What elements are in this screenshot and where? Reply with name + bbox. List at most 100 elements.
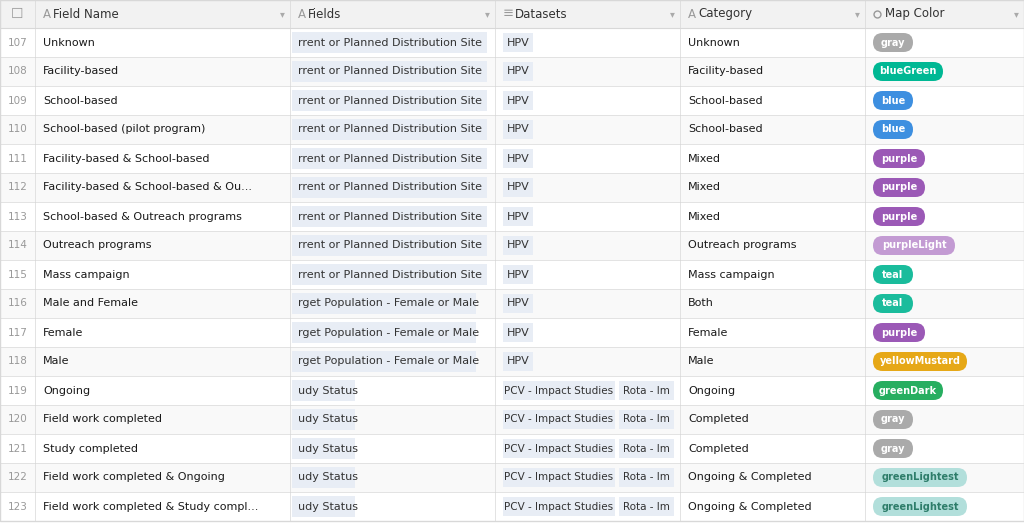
Bar <box>292 496 355 517</box>
Bar <box>292 293 476 314</box>
FancyBboxPatch shape <box>873 323 925 342</box>
Text: udy Status: udy Status <box>298 414 358 425</box>
Bar <box>292 438 355 459</box>
Bar <box>0 0 1024 28</box>
Text: rget Population - Female or Male: rget Population - Female or Male <box>298 328 479 337</box>
Bar <box>503 468 615 487</box>
Text: teal: teal <box>883 298 903 309</box>
Bar <box>0 86 1024 115</box>
Text: Rota - Im: Rota - Im <box>623 472 670 483</box>
Text: HPV: HPV <box>507 298 529 309</box>
Bar <box>618 410 674 429</box>
Text: yellowMustard: yellowMustard <box>880 356 961 367</box>
Bar <box>503 381 615 400</box>
Bar <box>292 380 355 401</box>
Bar <box>503 294 534 313</box>
Text: gray: gray <box>881 414 905 425</box>
Bar <box>618 439 674 458</box>
Text: Completed: Completed <box>688 414 749 425</box>
Bar <box>0 57 1024 86</box>
Text: HPV: HPV <box>507 270 529 279</box>
Text: A: A <box>688 7 696 21</box>
Bar <box>292 90 487 111</box>
FancyBboxPatch shape <box>873 294 913 313</box>
Text: Field work completed: Field work completed <box>43 414 162 425</box>
Bar <box>292 322 476 343</box>
Text: Mixed: Mixed <box>688 154 721 163</box>
FancyBboxPatch shape <box>873 178 925 197</box>
Text: Fields: Fields <box>308 7 341 21</box>
Text: Male and Female: Male and Female <box>43 298 138 309</box>
Bar <box>0 231 1024 260</box>
Text: 119: 119 <box>7 386 28 395</box>
Text: Male: Male <box>43 356 70 367</box>
Bar <box>0 289 1024 318</box>
Bar <box>292 264 487 285</box>
Text: 111: 111 <box>7 154 28 163</box>
Text: HPV: HPV <box>507 96 529 105</box>
Text: Facility-based: Facility-based <box>43 66 119 77</box>
Text: 114: 114 <box>7 240 28 251</box>
Text: Category: Category <box>698 7 752 21</box>
Text: purple: purple <box>881 212 918 221</box>
Text: Rota - Im: Rota - Im <box>623 502 670 511</box>
Bar <box>618 381 674 400</box>
Text: School-based (pilot program): School-based (pilot program) <box>43 124 206 135</box>
FancyBboxPatch shape <box>873 468 967 487</box>
Bar <box>292 235 487 256</box>
Text: Rota - Im: Rota - Im <box>623 386 670 395</box>
Text: Facility-based & School-based: Facility-based & School-based <box>43 154 210 163</box>
Text: Unknown: Unknown <box>688 37 740 47</box>
Text: ≡: ≡ <box>503 7 514 21</box>
Text: 118: 118 <box>7 356 28 367</box>
Text: 123: 123 <box>7 502 28 511</box>
Text: Field work completed & Ongoing: Field work completed & Ongoing <box>43 472 225 483</box>
FancyBboxPatch shape <box>873 33 913 52</box>
Text: Ongoing: Ongoing <box>43 386 90 395</box>
Text: A: A <box>43 7 51 21</box>
Text: HPV: HPV <box>507 37 529 47</box>
Bar <box>503 323 534 342</box>
Text: gray: gray <box>881 444 905 453</box>
Text: ▾: ▾ <box>670 9 675 19</box>
Text: rrent or Planned Distribution Site: rrent or Planned Distribution Site <box>298 182 482 193</box>
Text: Facility-based: Facility-based <box>688 66 764 77</box>
Bar <box>618 497 674 516</box>
Text: 108: 108 <box>7 66 28 77</box>
Text: purple: purple <box>881 154 918 163</box>
Text: greenLightest: greenLightest <box>882 502 958 511</box>
Bar <box>618 468 674 487</box>
Bar <box>0 260 1024 289</box>
Text: School-based: School-based <box>688 96 763 105</box>
Bar <box>503 207 534 226</box>
Text: Female: Female <box>688 328 728 337</box>
Text: rrent or Planned Distribution Site: rrent or Planned Distribution Site <box>298 212 482 221</box>
Text: 109: 109 <box>7 96 28 105</box>
Text: Mixed: Mixed <box>688 212 721 221</box>
Text: 122: 122 <box>7 472 28 483</box>
Bar <box>0 405 1024 434</box>
FancyBboxPatch shape <box>873 381 943 400</box>
Text: HPV: HPV <box>507 182 529 193</box>
Bar <box>503 120 534 139</box>
Text: Ongoing & Completed: Ongoing & Completed <box>688 502 812 511</box>
Text: Field work completed & Study compl...: Field work completed & Study compl... <box>43 502 258 511</box>
Text: rget Population - Female or Male: rget Population - Female or Male <box>298 298 479 309</box>
Text: HPV: HPV <box>507 328 529 337</box>
Bar <box>503 178 534 197</box>
Text: Study completed: Study completed <box>43 444 138 453</box>
Text: ▾: ▾ <box>1014 9 1019 19</box>
Text: HPV: HPV <box>507 66 529 77</box>
Text: Outreach programs: Outreach programs <box>688 240 797 251</box>
Text: rrent or Planned Distribution Site: rrent or Planned Distribution Site <box>298 124 482 135</box>
Bar <box>0 347 1024 376</box>
Bar <box>0 318 1024 347</box>
FancyBboxPatch shape <box>873 207 925 226</box>
Bar <box>292 32 487 53</box>
Text: HPV: HPV <box>507 240 529 251</box>
Bar <box>292 148 487 169</box>
Text: rrent or Planned Distribution Site: rrent or Planned Distribution Site <box>298 240 482 251</box>
Text: udy Status: udy Status <box>298 386 358 395</box>
Text: School-based: School-based <box>43 96 118 105</box>
Text: rrent or Planned Distribution Site: rrent or Planned Distribution Site <box>298 66 482 77</box>
